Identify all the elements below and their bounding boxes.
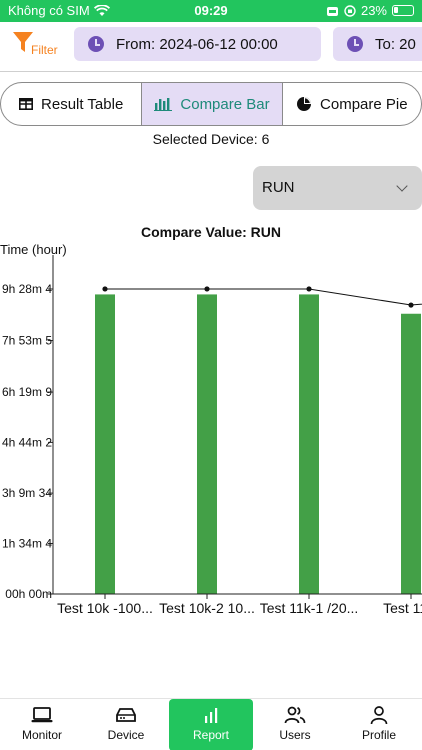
chevron-down-icon [396, 180, 408, 192]
tab-users-label: Users [279, 728, 311, 742]
metric-dropdown[interactable]: RUN [253, 166, 422, 210]
x-axis: Test 10k -100... Test 10k-2 10... Test 11k… [53, 593, 422, 616]
battery-fill [394, 7, 398, 13]
filter-label: Filter [31, 43, 58, 57]
tab-device-label: Device [107, 728, 145, 742]
selected-device-label: Selected Device: 6 [152, 131, 270, 147]
bottom-tab-bar: Monitor Device Report Users Profile [0, 698, 422, 750]
tab-report-label: Report [192, 728, 230, 742]
wifi-icon [93, 4, 110, 16]
clock-icon [88, 36, 104, 52]
series-line [105, 288, 422, 306]
bar [401, 313, 421, 594]
tab-report[interactable]: Report [169, 699, 253, 750]
chart-title: Compare Value: RUN [140, 224, 282, 240]
to-date-picker[interactable]: To: 20 [333, 27, 422, 61]
y-axis-title: Time (hour) [0, 242, 67, 257]
tab-monitor-label: Monitor [21, 728, 62, 742]
x-tick-label: Test 10k -100... [57, 600, 153, 616]
device-icon [116, 708, 136, 722]
y-tick-label: 6h 19m 9 [2, 385, 52, 399]
battery-percent: 23% [360, 3, 387, 18]
metric-dropdown-value: RUN [262, 179, 295, 196]
bar-chart: 00h 00m 1h 34m 4 3h 9m 34 4h 44m 2 6h 19m 9 7… [2, 255, 422, 616]
tab-profile[interactable]: Profile [337, 699, 421, 750]
view-segmented-control: Result Table Compare Bar Compare Pie [0, 82, 422, 126]
filter-bar: Filter From: 2024-06-12 00:00 To: 20 [0, 22, 422, 72]
y-tick-label: 3h 9m 34 [2, 486, 52, 500]
status-time: 09:29 [194, 3, 228, 18]
to-date-label: To: 20 [375, 35, 416, 53]
x-tick-label: Test 11k-1 /20... [260, 600, 359, 616]
tab-users[interactable]: Users [253, 699, 337, 750]
x-tick-label: Test 11k- [383, 600, 422, 616]
line-point [204, 286, 210, 292]
carrier-label: Không có SIM [8, 3, 90, 18]
report-icon [205, 708, 218, 723]
status-bar: Không có SIM 09:29 23% [0, 0, 422, 22]
y-tick-label: 1h 34m 4 [2, 536, 52, 550]
bar-chart-icon [154, 98, 173, 111]
line-point [408, 302, 414, 308]
status-right: 23% [326, 3, 414, 18]
table-icon [19, 98, 34, 110]
bar [95, 294, 115, 594]
y-tick-label: 4h 44m 2 [2, 435, 52, 449]
tab-result-table[interactable]: Result Table [1, 83, 141, 125]
tab-compare-pie[interactable]: Compare Pie [281, 83, 421, 125]
bar [299, 294, 319, 594]
y-tick-label: 00h 00m [5, 587, 52, 601]
y-axis: 00h 00m 1h 34m 4 3h 9m 34 4h 44m 2 6h 19m 9 7… [2, 255, 54, 601]
tab-device[interactable]: Device [84, 699, 168, 750]
from-date-label: From: 2024-06-12 00:00 [116, 35, 278, 53]
monitor-icon [31, 707, 53, 723]
filter-button[interactable]: Filter [12, 30, 64, 62]
from-date-picker[interactable]: From: 2024-06-12 00:00 [74, 27, 321, 61]
line-point [306, 286, 312, 292]
tab-profile-label: Profile [361, 728, 396, 742]
users-icon [284, 706, 306, 724]
funnel-icon [13, 32, 33, 52]
battery-icon [392, 5, 414, 16]
profile-icon [370, 706, 388, 725]
clock-icon [347, 36, 363, 52]
carrier-info: Không có SIM [8, 3, 110, 18]
pie-chart-icon [297, 97, 312, 111]
tab-compare-bar-label: Compare Bar [180, 95, 270, 113]
tab-monitor[interactable]: Monitor [0, 699, 84, 750]
tab-compare-pie-label: Compare Pie [320, 95, 408, 113]
bar [197, 294, 217, 594]
line-point [102, 286, 108, 292]
alarm-icon [326, 6, 338, 16]
y-tick-label: 7h 53m 5 [2, 334, 52, 348]
line-series [102, 286, 422, 308]
tab-compare-bar[interactable]: Compare Bar [141, 83, 282, 125]
y-tick-label: 9h 28m 4 [2, 282, 52, 296]
x-tick-label: Test 10k-2 10... [159, 600, 255, 616]
bar-series [95, 294, 421, 594]
tab-result-table-label: Result Table [41, 95, 124, 113]
orientation-lock-icon [344, 4, 356, 17]
